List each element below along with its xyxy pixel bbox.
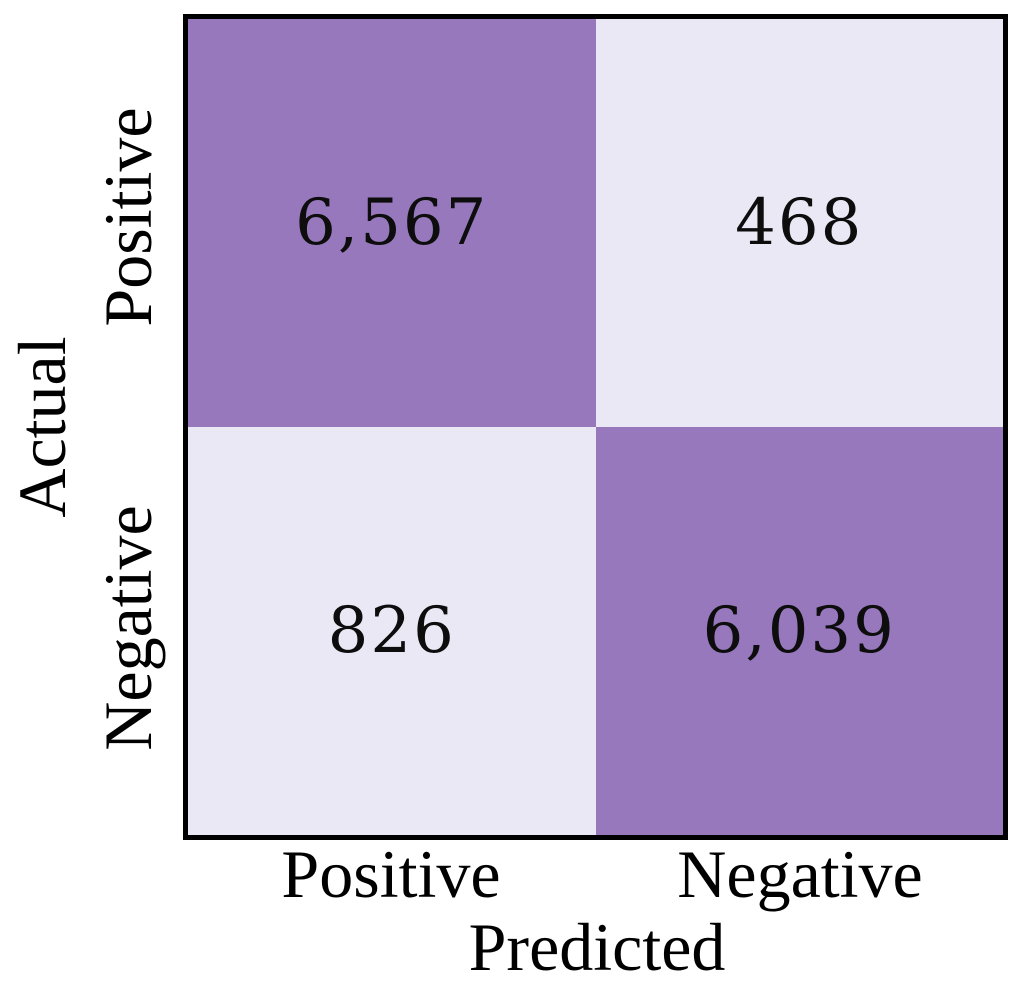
cell-true-positive: 6,567	[188, 19, 596, 427]
y-tick-label-negative: Negative	[90, 505, 166, 751]
heatmap-grid: 6,567 468 826 6,039	[183, 14, 1008, 840]
cell-false-positive-value: 826	[327, 594, 456, 668]
x-tick-label-positive: Positive	[281, 836, 501, 912]
y-tick-label-positive: Positive	[90, 107, 166, 327]
cell-false-negative-value: 468	[735, 186, 864, 260]
cell-true-negative: 6,039	[595, 427, 1003, 835]
cell-false-positive: 826	[188, 427, 596, 835]
y-axis-label: Actual	[4, 336, 80, 518]
x-axis-label: Predicted	[468, 909, 726, 985]
cell-false-negative: 468	[595, 19, 1003, 427]
cell-true-positive-value: 6,567	[295, 186, 489, 260]
cell-true-negative-value: 6,039	[702, 594, 896, 668]
x-tick-label-negative: Negative	[677, 836, 923, 912]
